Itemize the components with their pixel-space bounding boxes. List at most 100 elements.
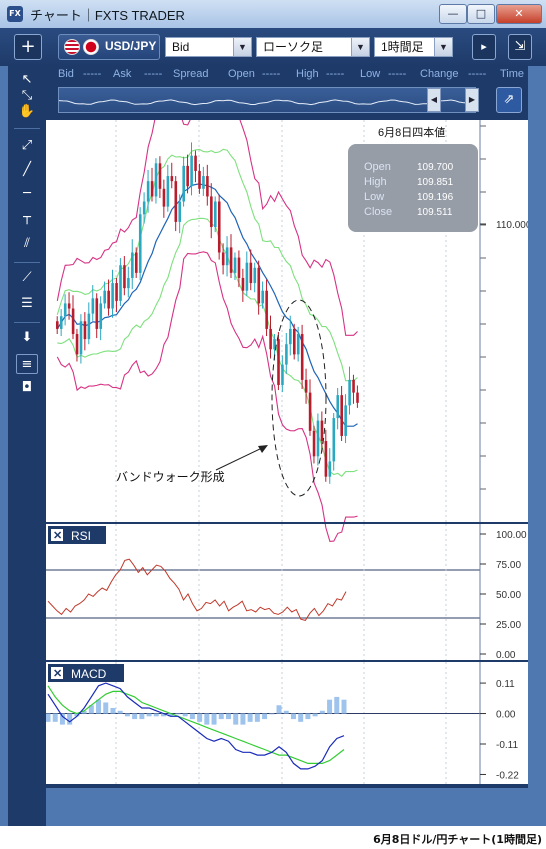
title-bar[interactable]: FX チャート｜FXTS TRADER — □ ✕ bbox=[0, 0, 546, 29]
candle-body bbox=[269, 328, 272, 350]
jump-latest-icon[interactable]: ⇗ bbox=[496, 87, 522, 113]
ohlc-low-label: Low bbox=[364, 191, 384, 203]
macd-histogram-bar bbox=[298, 713, 304, 722]
macd-histogram-bar bbox=[240, 713, 246, 725]
macd-histogram-bar bbox=[254, 713, 260, 722]
candle-body bbox=[178, 201, 182, 222]
chart-type-select[interactable]: ローソク足 ▼ bbox=[256, 37, 370, 57]
macd-histogram-bar bbox=[262, 713, 268, 720]
low-label: Low bbox=[360, 68, 381, 80]
macd-histogram-bar bbox=[59, 713, 65, 725]
candle-body bbox=[214, 201, 217, 228]
macd-histogram-bar bbox=[52, 713, 58, 722]
candle-body bbox=[348, 379, 351, 406]
download-icon[interactable]: ⬇ bbox=[21, 330, 33, 345]
macd-histogram-bar bbox=[204, 713, 210, 725]
candle-body bbox=[233, 257, 237, 273]
candle-body bbox=[261, 290, 264, 304]
add-chart-button[interactable]: + bbox=[14, 34, 42, 60]
macd-histogram-bar bbox=[233, 713, 239, 725]
timeframe-select[interactable]: 1時間足 ▼ bbox=[374, 37, 453, 57]
divider bbox=[14, 322, 40, 323]
close-icon[interactable] bbox=[51, 529, 63, 541]
change-label: Change bbox=[420, 68, 459, 80]
open-label: Open bbox=[228, 68, 255, 80]
parallel-lines-icon[interactable]: ⫽ bbox=[24, 236, 30, 251]
fan-lines-icon[interactable]: ⟋ bbox=[22, 270, 32, 285]
upper-band-line bbox=[56, 148, 358, 382]
high-value: ----- bbox=[326, 68, 345, 80]
macd-tab[interactable] bbox=[48, 664, 124, 682]
horizontal-line-marker-icon[interactable]: ┬ bbox=[23, 210, 31, 225]
ohlc-open-value: 109.700 bbox=[417, 162, 454, 173]
macd-histogram-bar bbox=[225, 713, 231, 720]
candle-body bbox=[352, 379, 355, 393]
horizontal-line-icon[interactable]: ─ bbox=[23, 186, 31, 201]
navigator-right-handle[interactable]: ▶ bbox=[465, 88, 479, 112]
candle-body bbox=[253, 267, 257, 284]
trend-tool-icon[interactable]: ⤢ bbox=[21, 138, 33, 153]
close-icon-glyph: ✕ bbox=[53, 530, 62, 542]
minimize-button[interactable]: — bbox=[439, 4, 467, 24]
figure-caption: 6月8日ドル/円チャート(1時間足) bbox=[373, 833, 542, 846]
camera-icon[interactable]: ◘ bbox=[21, 380, 33, 395]
macd-histogram-bar bbox=[103, 702, 109, 714]
hand-icon[interactable]: ✋ bbox=[18, 104, 36, 119]
currency-pair-button[interactable]: USD/JPY bbox=[58, 34, 160, 60]
candle-body bbox=[135, 252, 138, 273]
macd-histogram-bar bbox=[197, 713, 203, 722]
right-frame bbox=[528, 66, 546, 826]
macd-histogram-bar bbox=[132, 713, 138, 720]
crosshair-pointer-icon[interactable]: ⤡ bbox=[21, 88, 33, 103]
candle-body bbox=[320, 420, 324, 442]
list-icon[interactable]: ≡ bbox=[16, 354, 38, 374]
candle-body bbox=[95, 298, 99, 329]
candle-body bbox=[170, 176, 174, 182]
macd-histogram-bar bbox=[327, 699, 333, 714]
band-walk-ellipse bbox=[271, 299, 327, 497]
candle-body bbox=[281, 364, 284, 385]
chart-canvas: 6月8日四本値 Open 109.700 High 109.851 Low 10… bbox=[45, 96, 532, 811]
candle-body bbox=[63, 303, 67, 317]
macd-panel-label: MACD bbox=[71, 667, 107, 681]
line-tool-icon[interactable]: ╱ bbox=[23, 162, 31, 177]
collapse-arrow-icon[interactable]: ⇲ bbox=[508, 34, 532, 60]
candle-body bbox=[91, 298, 95, 314]
candle-body bbox=[277, 339, 280, 385]
annotation-arrow bbox=[215, 446, 265, 471]
macd-histogram-bar bbox=[110, 708, 116, 714]
close-button[interactable]: ✕ bbox=[496, 4, 542, 24]
macd-histogram-bar bbox=[146, 713, 152, 717]
app-logo-icon: FX bbox=[7, 6, 23, 22]
macd-histogram-bar bbox=[319, 710, 325, 714]
candle-body bbox=[190, 155, 193, 187]
ohlc-open-label: Open bbox=[364, 161, 391, 173]
candle-body bbox=[324, 441, 328, 477]
ohlc-low-value: 109.196 bbox=[417, 192, 454, 203]
time-axis-divider bbox=[46, 784, 528, 788]
toolbar-scroll-button[interactable]: ▸ bbox=[472, 34, 496, 60]
low-value: ----- bbox=[388, 68, 407, 80]
spread-label: Spread bbox=[173, 68, 209, 80]
pointer-icon[interactable]: ↖ bbox=[21, 72, 33, 87]
candle-body bbox=[79, 321, 83, 355]
candle-body bbox=[217, 201, 221, 253]
macd-histogram-bar bbox=[161, 713, 167, 717]
fibonacci-icon[interactable]: ☰ bbox=[21, 296, 33, 311]
macd-signal-line bbox=[47, 685, 345, 765]
rsi-tick-label: 0.00 bbox=[496, 650, 516, 661]
navigator-left-handle[interactable]: ◀ bbox=[427, 88, 441, 112]
candle-body bbox=[131, 252, 134, 278]
macd-histogram-bar bbox=[269, 713, 275, 715]
navigator-track[interactable] bbox=[58, 87, 476, 113]
macd-histogram-bar bbox=[211, 713, 217, 725]
plot-area[interactable]: 6月8日四本値 Open 109.700 High 109.851 Low 10… bbox=[45, 96, 532, 811]
macd-histogram-bar bbox=[312, 713, 318, 717]
macd-histogram-bar bbox=[153, 713, 159, 717]
candle-body bbox=[202, 176, 205, 189]
candle-body bbox=[154, 163, 158, 197]
maximize-button[interactable]: □ bbox=[467, 4, 495, 24]
close-icon[interactable] bbox=[51, 667, 63, 679]
price-type-select[interactable]: Bid ▼ bbox=[165, 37, 252, 57]
candle-body bbox=[56, 321, 59, 329]
